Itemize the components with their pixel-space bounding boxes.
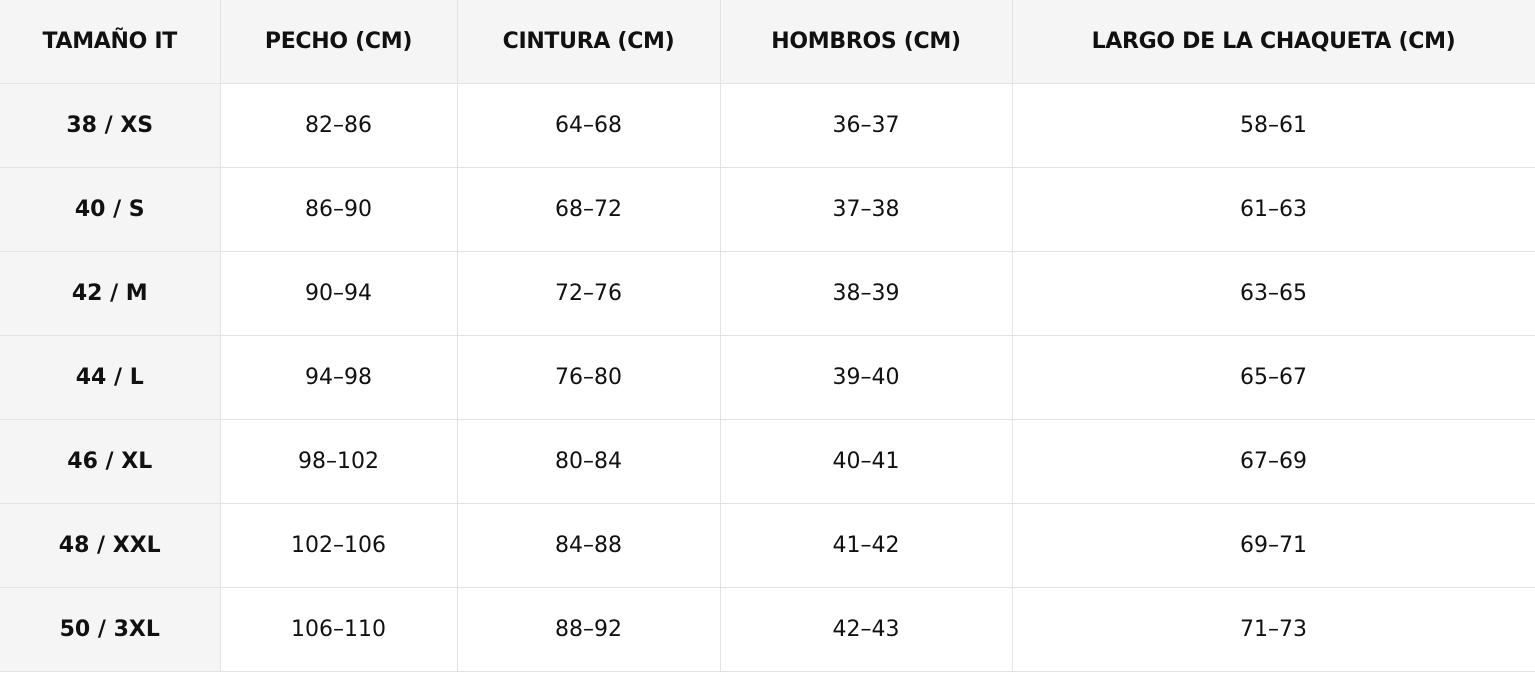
measure-cell: 65–67 xyxy=(1011,335,1535,420)
measure-cell: 71–73 xyxy=(1011,587,1535,672)
measure-cell: 76–80 xyxy=(456,335,721,420)
measure-cell: 38–39 xyxy=(719,251,1013,336)
table-row: 46 / XL 98–102 80–84 40–41 67–69 xyxy=(0,419,1535,504)
measure-cell: 61–63 xyxy=(1011,167,1535,252)
size-cell: 42 / M xyxy=(0,251,221,336)
measure-cell: 40–41 xyxy=(719,419,1013,504)
header-cell: LARGO DE LA CHAQUETA (CM) xyxy=(1011,0,1535,84)
table-row: 44 / L 94–98 76–80 39–40 65–67 xyxy=(0,335,1535,420)
measure-cell: 69–71 xyxy=(1011,503,1535,588)
measure-cell: 68–72 xyxy=(456,167,721,252)
measure-cell: 98–102 xyxy=(219,419,458,504)
measure-cell: 86–90 xyxy=(219,167,458,252)
header-cell: CINTURA (CM) xyxy=(456,0,721,84)
measure-cell: 84–88 xyxy=(456,503,721,588)
table-row: 48 / XXL 102–106 84–88 41–42 69–71 xyxy=(0,503,1535,588)
size-cell: 40 / S xyxy=(0,167,221,252)
measure-cell: 106–110 xyxy=(219,587,458,672)
measure-cell: 82–86 xyxy=(219,83,458,168)
table-row: 38 / XS 82–86 64–68 36–37 58–61 xyxy=(0,83,1535,168)
header-row: TAMAÑO IT PECHO (CM) CINTURA (CM) HOMBROS (… xyxy=(0,0,1535,84)
measure-cell: 80–84 xyxy=(456,419,721,504)
header-cell: PECHO (CM) xyxy=(219,0,458,84)
measure-cell: 88–92 xyxy=(456,587,721,672)
measure-cell: 58–61 xyxy=(1011,83,1535,168)
measure-cell: 94–98 xyxy=(219,335,458,420)
size-cell: 44 / L xyxy=(0,335,221,420)
measure-cell: 72–76 xyxy=(456,251,721,336)
size-cell: 48 / XXL xyxy=(0,503,221,588)
measure-cell: 39–40 xyxy=(719,335,1013,420)
measure-cell: 42–43 xyxy=(719,587,1013,672)
measure-cell: 64–68 xyxy=(456,83,721,168)
measure-cell: 67–69 xyxy=(1011,419,1535,504)
measure-cell: 37–38 xyxy=(719,167,1013,252)
header-cell: HOMBROS (CM) xyxy=(719,0,1013,84)
table-body: 38 / XS 82–86 64–68 36–37 58–61 40 / S 86–90 68… xyxy=(0,83,1535,672)
size-cell: 50 / 3XL xyxy=(0,587,221,672)
measure-cell: 36–37 xyxy=(719,83,1013,168)
header-cell: TAMAÑO IT xyxy=(0,0,221,84)
table-row: 50 / 3XL 106–110 88–92 42–43 71–73 xyxy=(0,587,1535,672)
table-row: 40 / S 86–90 68–72 37–38 61–63 xyxy=(0,167,1535,252)
measure-cell: 63–65 xyxy=(1011,251,1535,336)
table-row: 42 / M 90–94 72–76 38–39 63–65 xyxy=(0,251,1535,336)
size-cell: 46 / XL xyxy=(0,419,221,504)
measure-cell: 90–94 xyxy=(219,251,458,336)
size-cell: 38 / XS xyxy=(0,83,221,168)
measure-cell: 41–42 xyxy=(719,503,1013,588)
measure-cell: 102–106 xyxy=(219,503,458,588)
